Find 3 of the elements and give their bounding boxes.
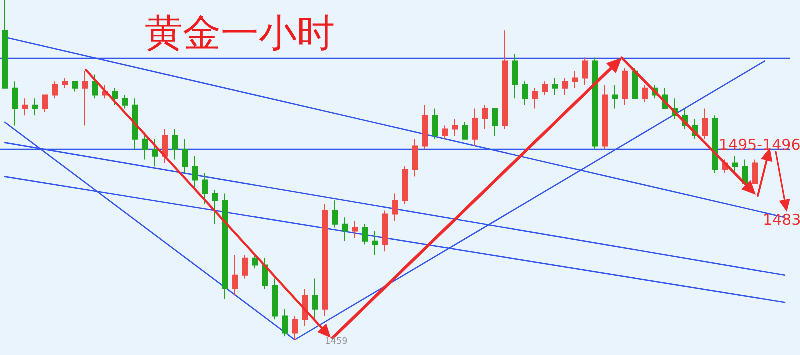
chart-title: 黄金一小时 <box>145 13 335 55</box>
annotation: 1483 <box>763 211 800 229</box>
annotation: 1459 <box>325 337 348 347</box>
